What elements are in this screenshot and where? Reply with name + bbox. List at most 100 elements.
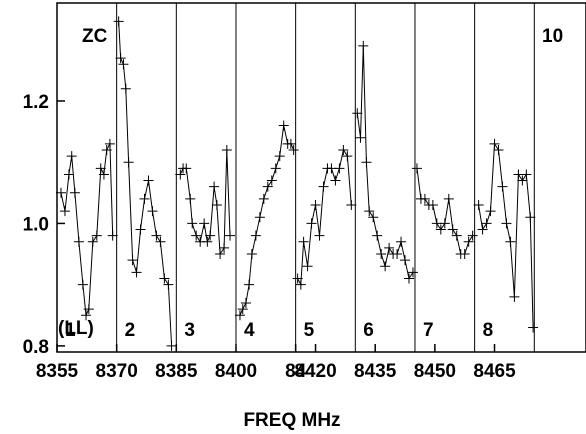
data-point xyxy=(501,218,512,229)
data-point xyxy=(352,108,363,119)
data-point xyxy=(451,230,462,241)
data-point xyxy=(298,236,309,247)
data-point xyxy=(266,175,277,186)
data-point xyxy=(187,218,198,229)
data-point xyxy=(368,212,379,223)
series-line-panel-7 xyxy=(416,168,474,255)
data-point xyxy=(358,40,369,51)
panel-labels: 1 2 3 4 5 6 7 8 xyxy=(65,320,493,341)
data-point xyxy=(113,16,124,27)
data-point xyxy=(467,230,478,241)
data-point xyxy=(477,224,488,235)
series-layer xyxy=(60,21,534,346)
x-tick-label: 8370 xyxy=(96,361,138,382)
data-point xyxy=(302,261,313,272)
data-point xyxy=(489,138,500,149)
data-point xyxy=(83,304,94,315)
data-point xyxy=(485,206,496,217)
panel-10-label: 10 xyxy=(542,26,563,47)
x-axis-label: FREQ MHz xyxy=(243,410,340,431)
data-point xyxy=(404,273,415,284)
panel-number-3: 3 xyxy=(184,320,195,341)
data-point xyxy=(295,279,306,290)
panel-number-7: 7 xyxy=(423,320,434,341)
data-point xyxy=(493,144,504,155)
data-point xyxy=(361,157,372,168)
panel-number-8: 8 xyxy=(483,320,494,341)
data-point xyxy=(376,249,387,260)
data-point xyxy=(254,212,265,223)
panel-number-1: 1 xyxy=(65,320,76,341)
data-point xyxy=(285,138,296,149)
data-point xyxy=(209,181,220,192)
data-point xyxy=(81,310,92,321)
data-point xyxy=(91,230,102,241)
data-point xyxy=(338,144,349,155)
x-tick-label: 8420 xyxy=(294,361,336,382)
data-point xyxy=(87,236,98,247)
x-tick-label: 8385 xyxy=(155,361,198,382)
y-ticks: 0.8 1.0 1.2 xyxy=(23,92,65,358)
data-point xyxy=(244,279,255,290)
y-tick-label: 1.2 xyxy=(23,92,49,113)
data-point xyxy=(443,193,454,204)
series-line-panel-5 xyxy=(297,148,352,287)
data-point xyxy=(205,230,216,241)
data-point xyxy=(459,249,470,260)
data-point xyxy=(143,175,154,186)
data-point xyxy=(131,267,142,278)
data-point xyxy=(127,255,138,266)
data-point xyxy=(66,151,77,162)
data-point xyxy=(396,236,407,247)
series-line-panel-8 xyxy=(478,142,534,328)
polarization-label: (LL) xyxy=(58,318,94,339)
data-point xyxy=(151,230,162,241)
data-point xyxy=(115,53,126,64)
data-point xyxy=(355,132,366,143)
data-point xyxy=(118,59,129,70)
data-point xyxy=(407,267,418,278)
data-point xyxy=(191,230,202,241)
data-point xyxy=(135,224,146,235)
data-point xyxy=(181,163,192,174)
data-point xyxy=(521,169,532,180)
data-point xyxy=(155,236,166,247)
x-tick-label: 8400 xyxy=(215,361,257,382)
data-point xyxy=(419,193,430,204)
data-point xyxy=(262,181,273,192)
panel-number-2: 2 xyxy=(125,320,136,341)
data-point xyxy=(525,212,536,223)
x-tick-label: 8465 xyxy=(473,361,516,382)
data-point xyxy=(73,236,84,247)
data-point xyxy=(288,144,299,155)
data-point xyxy=(306,218,317,229)
data-point xyxy=(258,193,269,204)
data-point xyxy=(292,273,303,284)
data-point xyxy=(447,224,458,235)
data-point xyxy=(221,144,232,155)
data-point xyxy=(528,322,539,333)
data-point xyxy=(463,236,474,247)
data-point xyxy=(69,187,80,198)
series-line-panel-3 xyxy=(179,149,231,256)
data-point xyxy=(246,249,257,260)
data-point xyxy=(98,169,109,180)
data-point xyxy=(384,242,395,253)
data-point xyxy=(270,163,281,174)
data-point xyxy=(342,151,353,162)
data-point xyxy=(107,230,118,241)
data-point xyxy=(427,200,438,211)
y-tick-label: 1.0 xyxy=(23,214,49,235)
data-point xyxy=(63,169,74,180)
x-tick-label: 8355 xyxy=(36,361,79,382)
series-line-panel-2 xyxy=(118,21,173,346)
data-point xyxy=(101,144,112,155)
data-point xyxy=(318,181,329,192)
data-point xyxy=(509,291,520,302)
data-point xyxy=(59,206,70,217)
data-point xyxy=(199,218,210,229)
data-point xyxy=(364,206,375,217)
data-point xyxy=(163,279,174,290)
data-point xyxy=(166,340,177,351)
